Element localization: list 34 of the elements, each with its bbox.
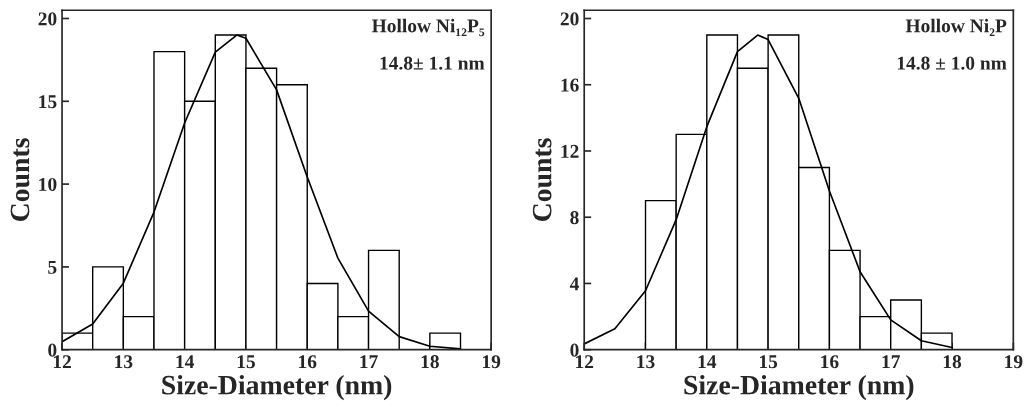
x-tick-label: 16 (821, 355, 839, 369)
y-tick-label: 0 (48, 343, 57, 357)
x-tick-label: 18 (421, 355, 439, 369)
x-axis-title: Size-Diameter (nm) (162, 374, 392, 401)
y-axis-title: Counts (532, 138, 552, 222)
x-tick-label: 15 (759, 355, 778, 369)
y-tick-label: 4 (569, 277, 579, 291)
x-tick-label: 17 (882, 355, 900, 369)
y-tick-label: 5 (48, 260, 57, 274)
line-series (584, 34, 953, 349)
x-axis-title: Size-Diameter (nm) (684, 374, 914, 401)
y-tick-label: 15 (39, 95, 57, 109)
annotation: Hollow Ni₁₂P₅ (371, 18, 485, 37)
y-tick-label: 8 (570, 211, 579, 225)
annotation: 14.8 ± 1.0 nm (897, 56, 1007, 70)
x-tick-label: 19 (1005, 355, 1023, 369)
x-tick-label: 13 (115, 355, 133, 369)
y-tick-label: 20 (38, 12, 57, 26)
y-tick-label: 20 (560, 12, 579, 26)
x-tick-label: 18 (943, 355, 962, 369)
y-tick-label: 0 (570, 343, 579, 357)
x-tick-label: 14 (698, 355, 717, 369)
x-tick-label: 19 (482, 355, 501, 369)
annotation: Hollow Ni₂P (905, 18, 1007, 37)
x-tick-label: 17 (360, 355, 378, 369)
annotation: 14.8± 1.1 nm (380, 56, 485, 70)
x-tick-label: 15 (237, 355, 255, 369)
y-tick-label: 10 (39, 177, 57, 192)
x-tick-label: 16 (299, 355, 317, 369)
y-axis-title: Counts (10, 138, 30, 222)
y-tick-label: 12 (561, 144, 579, 158)
y-tick-label: 16 (561, 78, 579, 92)
x-tick-label: 14 (176, 355, 194, 369)
x-tick-label: 13 (637, 355, 655, 369)
